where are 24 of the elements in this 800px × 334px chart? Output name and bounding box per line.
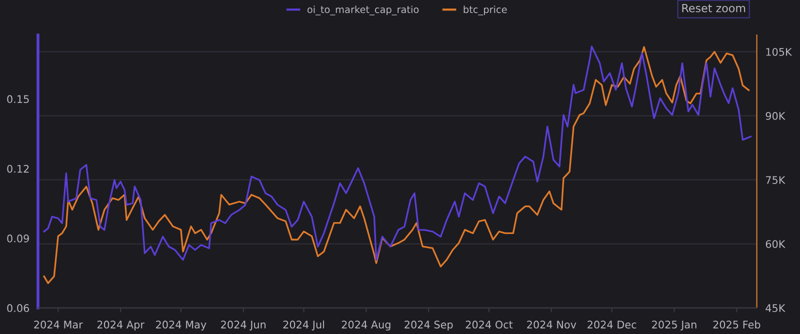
x-tick-label: 2024 Dec (588, 320, 636, 329)
x-tick-label: 2025 Jan (652, 320, 696, 330)
legend-label: oi_to_market_cap_ratio (307, 6, 419, 16)
y-tick-label: 0.06 (7, 304, 30, 312)
y-tick-label: 0.09 (7, 234, 29, 242)
x-tick-label: 2024 Oct (466, 320, 513, 329)
x-tick-label: 2024 Jul (283, 320, 324, 330)
y2-tick-label: 45K (766, 304, 786, 312)
y2-tick-label: 90K (766, 112, 786, 120)
x-tick-label: 2024 Aug (342, 320, 390, 331)
x-tick-label: 2024 Jun (221, 320, 266, 330)
x-tick-label: 2025 Feb (713, 320, 760, 329)
y2-tick-label: 105K (766, 48, 792, 56)
x-tick-label: 2024 May (156, 320, 206, 331)
text: Reset zoom (682, 4, 746, 12)
y2-tick-label: 75K (766, 176, 786, 184)
x-tick-label: 2024 Mar (34, 320, 83, 329)
x-tick-label: 2024 Sep (404, 320, 453, 331)
x-tick-label: 2024 Apr (97, 320, 144, 331)
legend-label: btc_price (464, 6, 507, 16)
y2-tick-label: 60K (766, 240, 786, 248)
x-tick-label: 2024 Nov (527, 320, 576, 329)
y-tick-label: 0.12 (7, 164, 29, 173)
y-tick-label: 0.15 (7, 95, 29, 104)
